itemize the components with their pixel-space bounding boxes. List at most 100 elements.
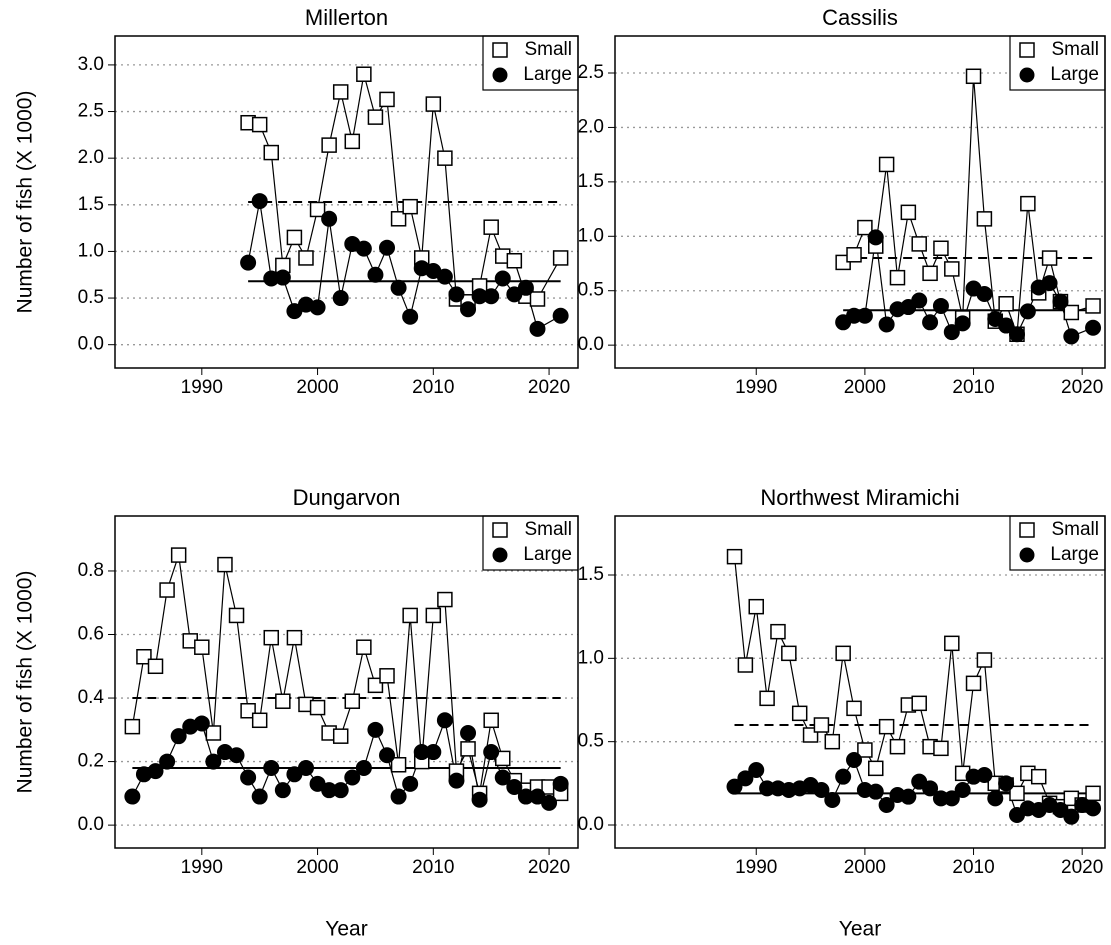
- square-marker: [900, 204, 917, 221]
- square-marker: [356, 66, 372, 82]
- y-tick-label: 1.0: [578, 225, 604, 246]
- square-marker: [170, 547, 187, 563]
- circle-marker: [263, 759, 280, 776]
- circle-marker: [159, 753, 176, 770]
- square-marker: [286, 629, 303, 646]
- square-marker: [1063, 304, 1080, 321]
- square-marker: [136, 648, 152, 665]
- circle-marker: [240, 254, 257, 271]
- x-tick-label: 2020: [528, 377, 570, 398]
- square-marker: [332, 84, 349, 100]
- circle-marker: [332, 290, 349, 307]
- plot-frame: [614, 515, 1106, 849]
- circle-marker: [436, 712, 453, 729]
- circle-marker: [402, 308, 419, 325]
- circle-marker: [867, 229, 884, 246]
- y-tick-label: 0.5: [578, 280, 604, 301]
- circle-marker: [193, 715, 210, 732]
- square-marker: [321, 137, 337, 153]
- plot-frame: [614, 35, 1106, 369]
- circle-marker: [379, 747, 396, 764]
- circle-marker: [726, 778, 743, 795]
- square-marker: [147, 658, 164, 675]
- x-tick-label: 2000: [296, 377, 338, 398]
- x-tick-label: 1990: [735, 377, 777, 398]
- circle-marker: [1008, 326, 1025, 343]
- panel-title: Northwest Miramichi: [760, 485, 959, 510]
- square-marker: [791, 705, 808, 722]
- panel: 0.0 0.5 1.0 1.5 2.0 2.5 3.0 1990 2000 2010 2020 Sma…: [14, 5, 579, 398]
- circle-marker: [552, 307, 569, 324]
- x-tick-label: 1990: [181, 377, 223, 398]
- square-marker: [309, 201, 326, 218]
- y-tick-label: 0.5: [78, 287, 104, 308]
- circle-marker: [987, 790, 1004, 807]
- circle-marker: [1085, 319, 1102, 336]
- square-marker: [194, 639, 210, 655]
- legend-label: Small: [524, 519, 572, 540]
- square-marker: [286, 229, 303, 246]
- circle-marker: [367, 266, 384, 283]
- square-marker: [240, 703, 256, 719]
- square-marker: [889, 269, 906, 286]
- y-tick-label: 1.0: [578, 647, 604, 668]
- panel-title: Millerton: [305, 5, 388, 30]
- circle-marker: [436, 268, 453, 285]
- circle-marker: [878, 797, 895, 813]
- square-marker: [944, 261, 960, 277]
- circle-marker: [344, 769, 361, 786]
- circle-marker: [1063, 808, 1080, 825]
- y-tick-label: 0.5: [578, 731, 604, 752]
- square-marker: [889, 738, 906, 755]
- square-marker: [759, 690, 775, 707]
- legend-label: Small: [1051, 519, 1099, 540]
- legend-label: Large: [523, 64, 572, 85]
- x-axis-title: Year: [325, 918, 367, 941]
- x-tick-label: 2010: [412, 857, 454, 878]
- y-axis-title: Number of fish (X 1000): [14, 571, 37, 794]
- square-marker: [857, 742, 873, 758]
- circle-marker: [367, 721, 384, 738]
- circle-marker: [274, 269, 291, 286]
- circle-marker: [309, 299, 326, 316]
- square-marker: [911, 236, 927, 252]
- legend-circle: [1019, 67, 1035, 83]
- square-marker: [263, 629, 280, 646]
- square-marker: [781, 645, 797, 662]
- circle-marker: [494, 270, 511, 287]
- circle-marker: [552, 775, 569, 792]
- y-tick-label: 1.5: [578, 564, 604, 585]
- square-marker: [726, 548, 743, 565]
- x-tick-label: 2000: [296, 857, 338, 878]
- circle-marker: [471, 791, 488, 808]
- square-marker: [922, 265, 938, 282]
- y-tick-label: 2.0: [578, 116, 604, 137]
- square-marker: [506, 253, 523, 269]
- circle-marker: [954, 315, 971, 332]
- circle-marker: [402, 775, 419, 792]
- y-tick-label: 2.5: [578, 62, 604, 83]
- y-tick-label: 0.0: [78, 814, 104, 835]
- square-marker: [857, 219, 873, 236]
- legend-circle: [492, 67, 508, 83]
- x-tick-label: 1990: [735, 857, 777, 878]
- square-marker: [124, 718, 141, 735]
- square-marker: [437, 591, 453, 608]
- circle-marker: [297, 759, 314, 776]
- square-marker: [878, 718, 895, 735]
- circle-marker: [1063, 328, 1080, 345]
- panel: 0.0 0.5 1.0 1.5 2.0 2.5 1990 2000 2010 2020 Small L…: [578, 5, 1106, 398]
- circle-marker: [1052, 293, 1069, 310]
- circle-marker: [460, 301, 477, 318]
- square-marker: [770, 623, 786, 640]
- legend-square: [492, 42, 508, 58]
- circle-marker: [332, 782, 349, 799]
- square-marker: [275, 693, 291, 709]
- y-tick-label: 1.0: [78, 240, 104, 261]
- square-marker: [425, 96, 442, 112]
- circle-marker: [390, 279, 407, 296]
- panel: 0.0 0.5 1.0 1.5 1990 2000 2010 2020 Small Large No…: [578, 485, 1106, 941]
- square-marker: [402, 607, 418, 624]
- legend-square: [492, 522, 508, 538]
- circle-marker: [1019, 303, 1036, 320]
